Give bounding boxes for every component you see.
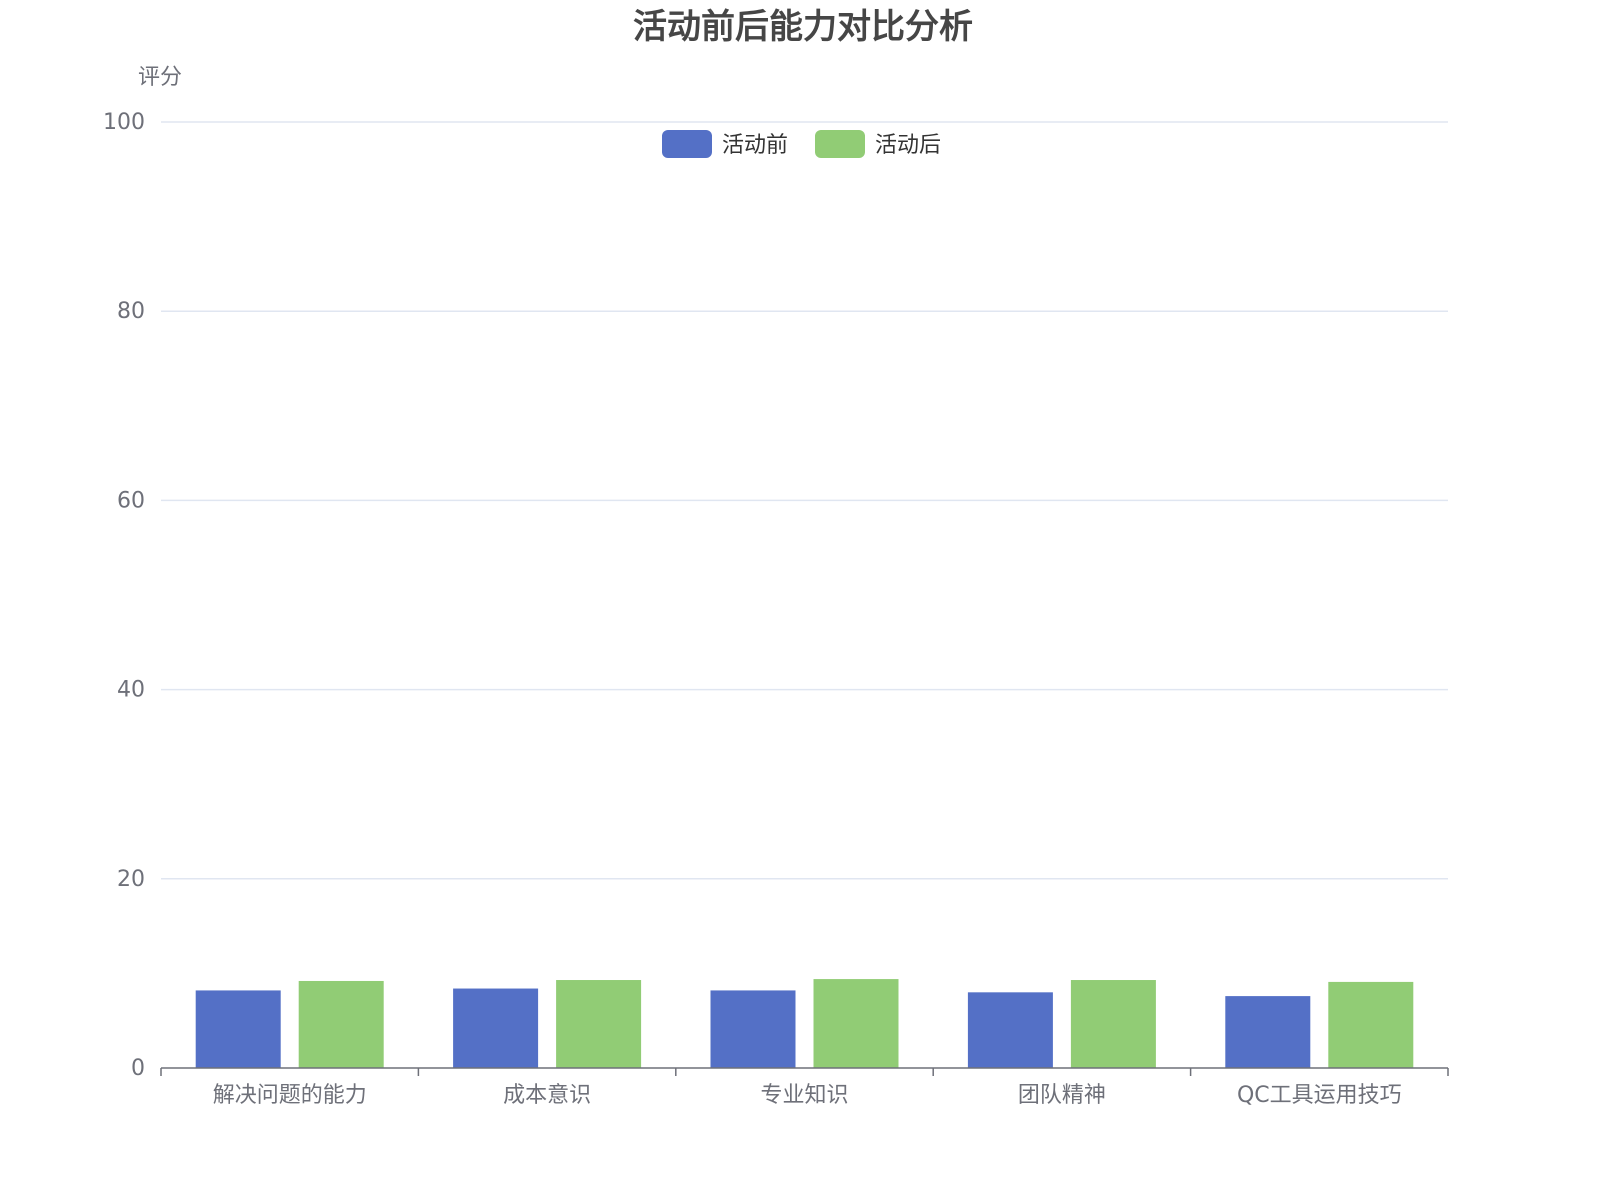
y-tick-label: 0 [131, 1056, 145, 1081]
legend-label: 活动后 [875, 133, 941, 158]
bar-before[interactable] [1225, 996, 1311, 1068]
y-tick-label: 80 [117, 299, 145, 324]
gridlines [161, 121, 1448, 880]
chart-title: 活动前后能力对比分析 [633, 7, 973, 47]
y-axis-label: 评分 [138, 65, 182, 90]
y-tick-label: 20 [117, 867, 145, 892]
bar-after[interactable] [556, 980, 642, 1068]
bar-before[interactable] [453, 988, 539, 1068]
legend-item[interactable]: 活动前 [662, 130, 788, 158]
bar-after[interactable] [298, 980, 384, 1068]
bar-after[interactable] [1328, 981, 1414, 1068]
bar-before[interactable] [195, 990, 281, 1068]
bar-before[interactable] [967, 992, 1053, 1068]
bar-after[interactable] [813, 979, 899, 1068]
legend-swatch [815, 130, 865, 158]
x-tick-label: 成本意识 [503, 1083, 591, 1108]
legend-item[interactable]: 活动后 [815, 130, 941, 158]
legend-swatch [662, 130, 712, 158]
legend[interactable]: 活动前 活动后 [662, 130, 941, 158]
x-tick-label: 解决问题的能力 [213, 1083, 367, 1108]
x-tick-label: 团队精神 [1018, 1083, 1106, 1108]
bar-after[interactable] [1070, 980, 1156, 1068]
x-axis: 解决问题的能力 成本意识 专业知识 团队精神 QC工具运用技巧 [160, 1067, 1449, 1108]
legend-label: 活动前 [722, 133, 788, 158]
bars [195, 979, 1414, 1068]
y-tick-label: 40 [117, 678, 145, 703]
y-axis-ticks: 0 20 40 60 80 100 [103, 110, 145, 1081]
bar-before[interactable] [710, 990, 796, 1068]
x-tick-label: 专业知识 [760, 1083, 848, 1108]
y-tick-label: 60 [117, 488, 145, 513]
x-tick-label: QC工具运用技巧 [1237, 1083, 1402, 1108]
y-tick-label: 100 [103, 110, 145, 135]
